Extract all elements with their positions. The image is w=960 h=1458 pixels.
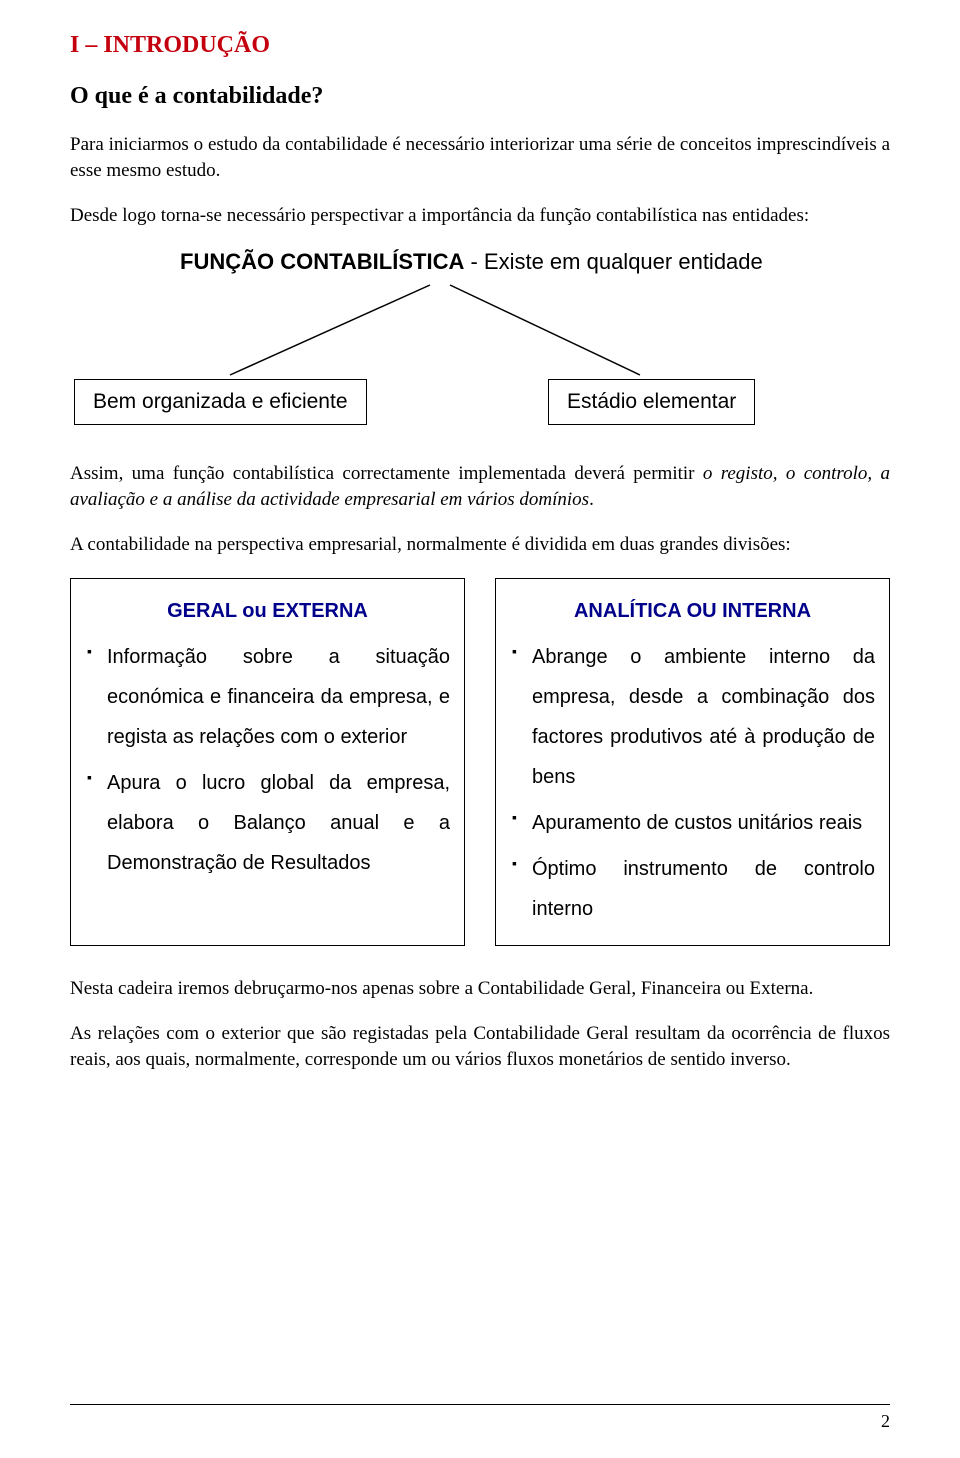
list-item: Informação sobre a situação económica e … — [85, 637, 450, 757]
diagram1-title-rest: - Existe em qualquer entidade — [464, 249, 762, 274]
analitica-interna-list: Abrange o ambiente interno da empresa, d… — [510, 637, 875, 929]
analitica-interna-box: ANALÍTICA OU INTERNA Abrange o ambiente … — [495, 578, 890, 946]
funcao-diagram: FUNÇÃO CONTABILÍSTICA - Existe em qualqu… — [70, 249, 890, 439]
list-item: Apuramento de custos unitários reais — [510, 803, 875, 843]
divisoes-paragraph: A contabilidade na perspectiva empresari… — [70, 532, 890, 558]
list-item: Apura o lucro global da empresa, elabora… — [85, 763, 450, 883]
page-footer: 2 — [70, 1404, 890, 1432]
assim-paragraph: Assim, uma função contabilística correct… — [70, 461, 890, 512]
diagram1-title: FUNÇÃO CONTABILÍSTICA - Existe em qualqu… — [180, 249, 763, 275]
geral-externa-list: Informação sobre a situação económica e … — [85, 637, 450, 883]
section-heading: I – INTRODUÇÃO — [70, 32, 890, 59]
geral-externa-title: GERAL ou EXTERNA — [85, 591, 450, 631]
diagram1-left-box: Bem organizada e eficiente — [74, 379, 367, 425]
document-page: I – INTRODUÇÃO O que é a contabilidade? … — [0, 0, 960, 1458]
cadeira-paragraph: Nesta cadeira iremos debruçarmo-nos apen… — [70, 976, 890, 1002]
list-item: Abrange o ambiente interno da empresa, d… — [510, 637, 875, 797]
page-number: 2 — [70, 1411, 890, 1432]
diagram1-lines-icon — [220, 279, 660, 379]
diagram1-title-bold: FUNÇÃO CONTABILÍSTICA — [180, 249, 464, 274]
assim-prefix: Assim, uma função contabilística correct… — [70, 463, 703, 484]
question-heading: O que é a contabilidade? — [70, 83, 890, 110]
intro-paragraph-2: Desde logo torna-se necessário perspecti… — [70, 203, 890, 229]
divisoes-diagram: GERAL ou EXTERNA Informação sobre a situ… — [70, 578, 890, 946]
geral-externa-box: GERAL ou EXTERNA Informação sobre a situ… — [70, 578, 465, 946]
relacoes-paragraph: As relações com o exterior que são regis… — [70, 1021, 890, 1072]
intro-paragraph-1: Para iniciarmos o estudo da contabilidad… — [70, 132, 890, 183]
analitica-interna-title: ANALÍTICA OU INTERNA — [510, 591, 875, 631]
assim-suffix: . — [589, 489, 594, 510]
diagram1-right-box: Estádio elementar — [548, 379, 755, 425]
list-item: Óptimo instrumento de controlo interno — [510, 849, 875, 929]
footer-divider — [70, 1404, 890, 1405]
